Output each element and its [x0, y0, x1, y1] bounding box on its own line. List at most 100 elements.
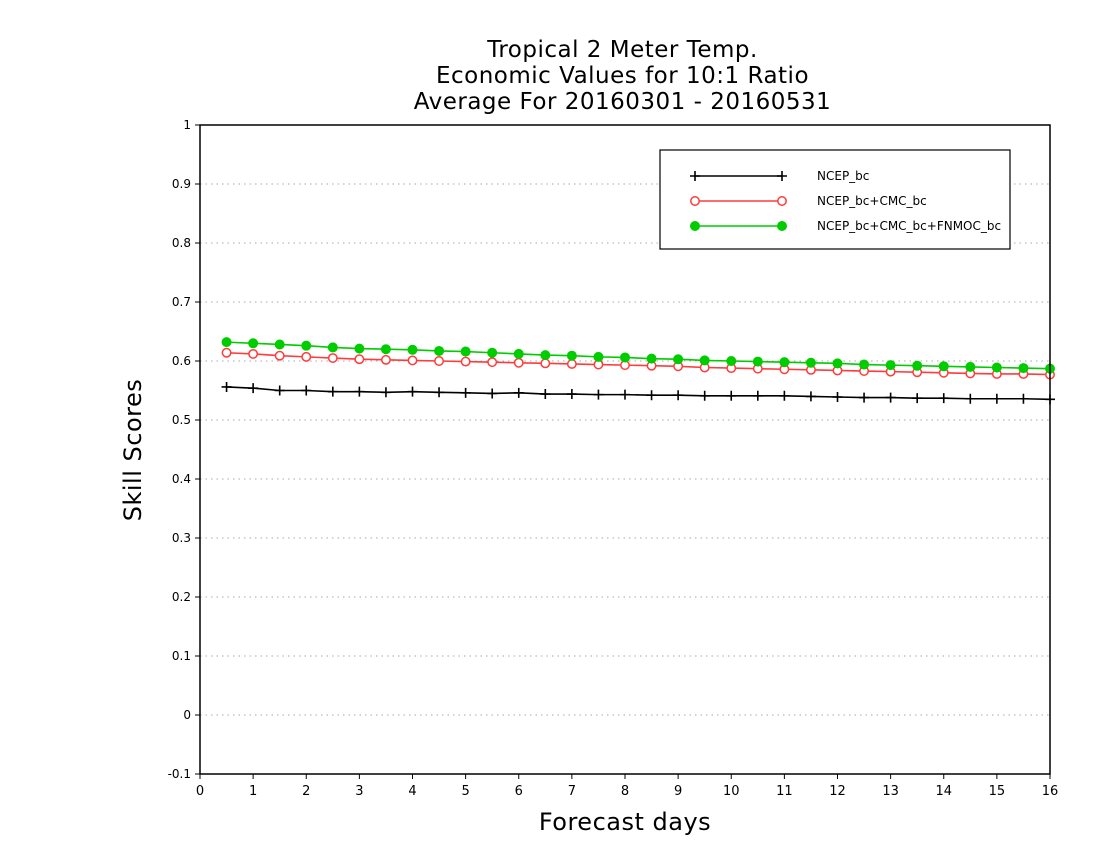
legend-entry: NCEP_bc — [690, 169, 869, 183]
data-point — [912, 393, 923, 404]
x-tick-label: 0 — [196, 784, 204, 799]
data-point — [221, 347, 232, 358]
data-point — [460, 346, 471, 357]
x-tick-label: 6 — [515, 784, 523, 799]
data-point — [726, 356, 737, 366]
y-tick-label: 0.6 — [172, 354, 191, 368]
legend-marker — [777, 196, 787, 206]
legend-marker — [690, 221, 700, 231]
y-tick-label: 0.8 — [172, 236, 191, 250]
y-tick-label: 0.1 — [172, 649, 191, 663]
data-point — [646, 353, 657, 364]
data-point — [354, 354, 365, 365]
data-point — [912, 360, 923, 371]
data-point — [699, 390, 710, 401]
data-point — [832, 358, 843, 369]
data-point — [513, 348, 524, 359]
x-tick-label: 7 — [568, 784, 576, 799]
x-tick-label: 14 — [935, 784, 952, 799]
data-point — [726, 390, 737, 401]
data-point — [460, 387, 471, 398]
data-point — [885, 392, 896, 403]
x-tick-label: 8 — [621, 784, 629, 799]
legend-marker — [690, 196, 700, 206]
x-tick-label: 3 — [355, 784, 363, 799]
legend: NCEP_bc NCEP_bc+CMC_bc NCEP_bc+CMC_bc+FNMO… — [659, 149, 1011, 250]
data-point — [620, 389, 630, 400]
series-ncep-bc — [221, 381, 1055, 405]
data-point — [221, 337, 232, 348]
y-tick-label: 0.9 — [172, 177, 191, 191]
data-point — [327, 386, 338, 397]
data-point — [487, 388, 498, 399]
data-point — [938, 361, 949, 372]
data-point — [434, 387, 445, 398]
legend-marker — [690, 171, 700, 181]
data-point — [354, 343, 365, 354]
data-point — [540, 389, 551, 400]
y-tick-label: -0.1 — [168, 767, 191, 781]
data-point — [274, 339, 285, 350]
data-point — [248, 383, 259, 394]
legend-label: NCEP_bc+CMC_bc — [817, 194, 927, 208]
data-point — [487, 347, 498, 358]
y-tick-label: 0.2 — [172, 590, 191, 604]
data-point — [1018, 393, 1029, 404]
data-point — [513, 357, 524, 368]
data-point — [380, 344, 391, 355]
x-tick-label: 2 — [302, 784, 310, 799]
x-tick-label: 11 — [776, 784, 793, 799]
x-tick-label: 10 — [723, 784, 740, 799]
y-tick-label: 0.7 — [172, 295, 191, 309]
series-line — [226, 351, 1051, 376]
data-point — [380, 354, 391, 365]
data-point — [593, 389, 604, 400]
data-point — [859, 392, 870, 403]
chart-title-line-3: Average For 20160301 - 20160531 — [413, 89, 832, 115]
data-point — [805, 391, 816, 402]
data-point — [566, 359, 577, 369]
legend-entry: NCEP_bc+CMC_bc — [690, 194, 927, 208]
y-tick-label: 0.4 — [172, 472, 191, 486]
data-point — [752, 390, 763, 401]
legend-marker — [777, 221, 787, 231]
data-point — [805, 357, 816, 368]
data-point — [380, 387, 391, 398]
data-point — [991, 393, 1002, 404]
series-line — [226, 386, 1051, 401]
data-point — [965, 361, 976, 372]
data-point — [673, 354, 684, 365]
data-point — [301, 385, 312, 396]
chart-title-line-2: Economic Values for 10:1 Ratio — [435, 63, 810, 89]
data-point — [407, 355, 418, 366]
data-point — [859, 359, 870, 370]
data-point — [566, 350, 577, 361]
y-tick-label: 0.3 — [172, 531, 191, 545]
x-tick-label: 13 — [882, 784, 899, 799]
y-tick-label: 1 — [183, 118, 191, 132]
data-point — [487, 357, 498, 368]
data-point — [248, 348, 259, 359]
data-point — [301, 351, 312, 362]
data-point — [1018, 363, 1029, 374]
grid-lines — [200, 183, 1050, 716]
data-point — [513, 387, 524, 398]
data-point — [248, 338, 259, 349]
data-point — [540, 358, 551, 369]
series-ncep-bc-cmc-bc — [221, 347, 1055, 380]
x-axis-label: Forecast days — [538, 808, 712, 836]
data-point — [752, 356, 763, 367]
x-tick-label: 5 — [461, 784, 469, 799]
data-point — [566, 389, 577, 400]
x-tick-label: 12 — [829, 784, 846, 799]
data-point — [965, 393, 976, 404]
data-point — [434, 345, 445, 356]
legend-label: NCEP_bc+CMC_bc+FNMOC_bc — [817, 219, 1001, 233]
data-point — [779, 357, 790, 368]
data-point — [407, 386, 418, 397]
data-point — [938, 393, 949, 404]
series-layer — [221, 337, 1055, 405]
data-point — [407, 344, 418, 355]
data-point — [274, 350, 285, 361]
